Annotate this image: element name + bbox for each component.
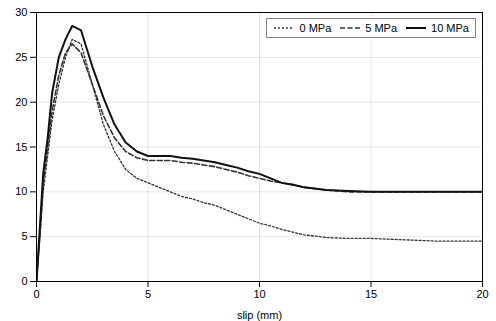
svg-text:0: 0 <box>33 288 39 300</box>
svg-text:25: 25 <box>15 51 27 63</box>
svg-text:20: 20 <box>15 96 27 108</box>
svg-text:10: 10 <box>15 185 27 197</box>
svg-text:10: 10 <box>253 288 265 300</box>
html-text:0 MPa: 0 MPa <box>299 22 332 34</box>
html-text:5 MPa: 5 MPa <box>365 22 398 34</box>
svg-text:30: 30 <box>15 6 27 18</box>
svg-text:20: 20 <box>476 288 488 300</box>
svg-text:15: 15 <box>15 141 27 153</box>
svg-text:5: 5 <box>21 230 27 242</box>
svg-text:0: 0 <box>21 275 27 287</box>
html-text:10 MPa: 10 MPa <box>431 22 469 34</box>
svg-text:5: 5 <box>145 288 151 300</box>
svg-text:15: 15 <box>365 288 377 300</box>
svg-text:slip (mm): slip (mm) <box>237 309 282 321</box>
